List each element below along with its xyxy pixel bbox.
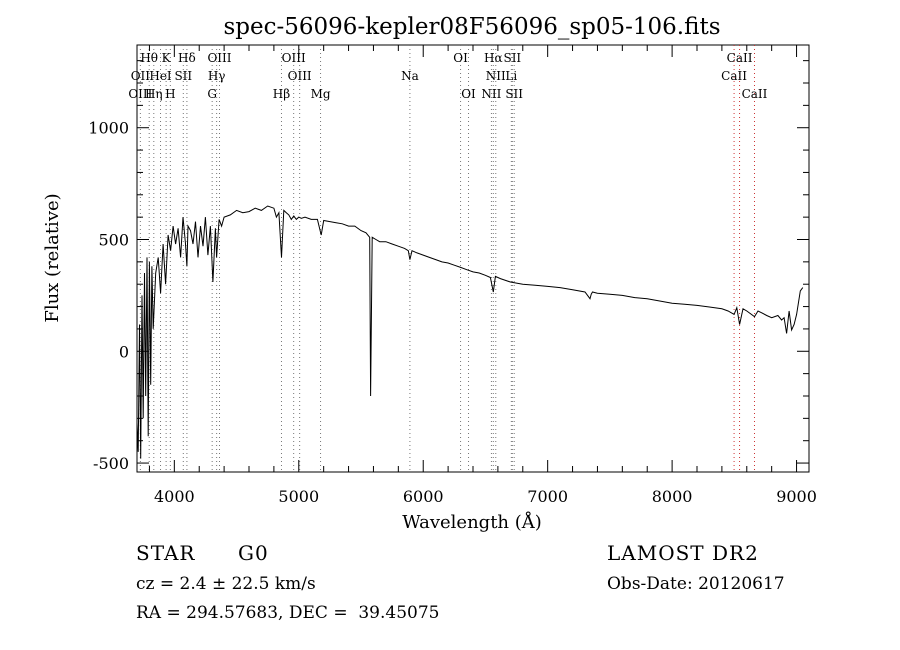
line-label-4: OIII (282, 51, 306, 65)
line-label-20: H (165, 87, 175, 101)
x-tick-label: 7000 (527, 487, 568, 506)
x-tick-label: 5000 (278, 487, 319, 506)
redshift-velocity: cz = 2.4 ± 22.5 km/s (136, 574, 316, 594)
flux-series-line (136, 205, 804, 459)
line-label-25: NII (481, 87, 501, 101)
x-tick-label: 6000 (403, 487, 444, 506)
object-class: STAR (136, 541, 196, 565)
y-tick-label: 1000 (88, 119, 129, 138)
line-label-14: Na (401, 69, 419, 83)
line-label-13: OIII (288, 69, 312, 83)
line-label-18: OIII (128, 87, 152, 101)
x-tick-label: 4000 (154, 487, 195, 506)
line-label-11: SII (174, 69, 192, 83)
emission-line-markers (139, 45, 755, 472)
line-label-9: OII (131, 69, 151, 83)
line-label-22: Hβ (273, 87, 290, 101)
line-label-17: CaII (721, 69, 747, 83)
survey-name: LAMOST DR2 (607, 541, 759, 565)
y-axis-label: Flux (relative) (42, 193, 63, 322)
line-label-24: OI (461, 87, 476, 101)
line-label-8: CaII (727, 51, 753, 65)
line-label-23: Mg (311, 87, 331, 101)
x-axis-label: Wavelength (Å) (402, 511, 542, 533)
line-label-3: OIII (207, 51, 231, 65)
chart-title: spec-56096-kepler08F56096_sp05-106.fits (223, 14, 720, 40)
line-label-27: CaII (742, 87, 768, 101)
line-label-26: SII (505, 87, 523, 101)
object-subclass: G0 (238, 541, 269, 565)
line-label-12: Hγ (208, 69, 226, 83)
line-label-6: Hα (484, 51, 503, 65)
y-tick-label: -500 (93, 454, 129, 473)
line-label-0: Hθ (140, 51, 158, 65)
line-label-15: NII (486, 69, 506, 83)
observation-date: Obs-Date: 20120617 (607, 574, 785, 594)
line-label-10: HeI (149, 69, 172, 83)
sky-coordinates: RA = 294.57683, DEC = 39.45075 (136, 603, 440, 623)
line-label-1: K (162, 51, 172, 65)
y-tick-label: 0 (119, 342, 129, 361)
axis-ticks: 4000 5000 6000 7000 8000 9000 -500 0 500 1000 (88, 45, 817, 506)
line-label-16: Li (505, 69, 517, 83)
line-label-7: SII (503, 51, 521, 65)
x-tick-label: 9000 (776, 487, 817, 506)
y-tick-label: 500 (98, 230, 129, 249)
plot-frame (136, 44, 810, 473)
line-label-5: OI (453, 51, 468, 65)
x-tick-label: 8000 (652, 487, 693, 506)
line-label-2: Hδ (178, 51, 196, 65)
line-label-19: Hη (145, 87, 163, 101)
line-label-21: G (207, 87, 217, 101)
